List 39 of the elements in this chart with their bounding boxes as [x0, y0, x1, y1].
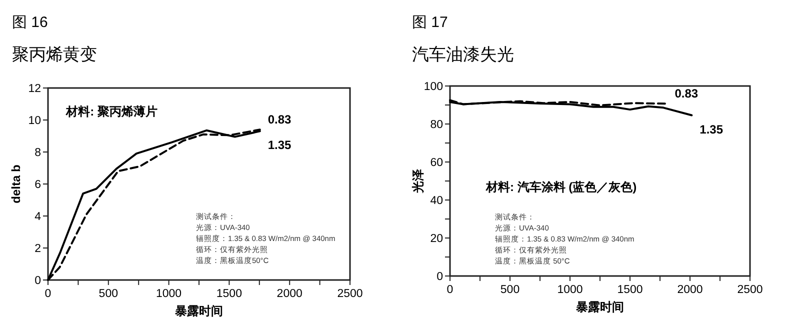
x-tick-label: 0: [44, 288, 52, 300]
y-tick-label: 12: [28, 83, 41, 95]
series-label: 1.35: [268, 138, 292, 152]
series-label: 0.83: [268, 112, 292, 127]
y-axis-title: delta b: [9, 164, 23, 204]
y-tick-label: 0: [34, 275, 41, 287]
chart-title: 图 17: [412, 14, 448, 31]
y-tick-label: 2: [34, 243, 41, 255]
x-tick-label: 500: [500, 284, 520, 296]
x-tick-label: 2500: [737, 284, 763, 296]
y-tick-label: 6: [34, 179, 41, 191]
series-label: 1.35: [700, 122, 724, 136]
x-axis-title: 暴露时间: [575, 300, 624, 314]
x-tick-label: 500: [98, 288, 118, 300]
y-tick-label: 20: [430, 233, 443, 245]
y-tick-label: 60: [430, 157, 443, 169]
y-tick-label: 4: [34, 211, 42, 223]
annotation: 材料: 聚丙烯薄片: [65, 104, 158, 118]
annotation: 材料: 汽车涂料 (蓝色／灰色): [485, 180, 637, 194]
y-tick-label: 0: [436, 271, 443, 283]
x-tick-label: 2000: [276, 288, 302, 300]
y-tick-label: 80: [430, 119, 443, 131]
x-tick-label: 1500: [216, 288, 242, 300]
series-label: 0.83: [674, 86, 698, 101]
x-tick-label: 0: [446, 284, 454, 296]
y-tick-label: 40: [430, 195, 443, 207]
x-tick-label: 2500: [337, 288, 363, 300]
x-tick-label: 1000: [557, 284, 583, 296]
y-tick-label: 100: [424, 81, 443, 93]
y-tick-label: 8: [34, 147, 41, 159]
chart-subtitle: 聚丙烯黄变: [12, 45, 97, 65]
x-tick-label: 2000: [677, 284, 703, 296]
y-tick-label: 10: [28, 115, 41, 127]
x-axis-title: 暴露时间: [174, 304, 223, 318]
x-tick-label: 1500: [617, 284, 643, 296]
y-axis-title: 光泽: [411, 168, 425, 194]
chart-title: 图 16: [12, 14, 48, 31]
x-tick-label: 1000: [156, 288, 182, 300]
chart-subtitle: 汽车油漆失光: [412, 45, 514, 65]
